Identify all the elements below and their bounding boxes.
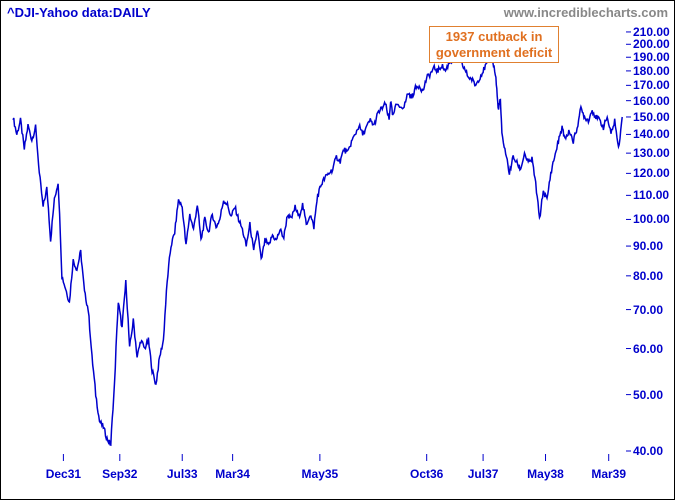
chart-svg <box>1 1 675 500</box>
y-tick-label: 90.00 <box>633 239 663 253</box>
chart-container: ^DJI-Yahoo data:DAILY www.incrediblechar… <box>0 0 675 500</box>
x-tick-label: Mar34 <box>215 467 250 481</box>
callout-line2: government deficit <box>436 45 552 60</box>
y-tick-label: 100.00 <box>633 212 670 226</box>
y-tick-label: 160.00 <box>633 94 670 108</box>
y-tick-label: 130.00 <box>633 146 670 160</box>
y-tick-label: 80.00 <box>633 269 663 283</box>
x-tick-label: May38 <box>527 467 564 481</box>
y-tick-label: 140.00 <box>633 127 670 141</box>
x-tick-label: Jul37 <box>468 467 499 481</box>
y-tick-label: 50.00 <box>633 388 663 402</box>
callout-line1: 1937 cutback in <box>446 29 543 44</box>
y-tick-label: 170.00 <box>633 78 670 92</box>
y-tick-label: 110.00 <box>633 188 669 202</box>
x-tick-label: Mar39 <box>591 467 626 481</box>
y-tick-label: 180.00 <box>633 64 670 78</box>
annotation-callout: 1937 cutback in government deficit <box>429 26 559 63</box>
y-tick-label: 40.00 <box>633 444 663 458</box>
y-tick-label: 190.00 <box>633 50 670 64</box>
y-tick-label: 200.00 <box>633 37 670 51</box>
x-tick-label: Sep32 <box>102 467 137 481</box>
plot-area <box>1 1 674 499</box>
y-tick-label: 70.00 <box>633 303 663 317</box>
x-tick-label: May35 <box>302 467 339 481</box>
x-tick-label: Dec31 <box>46 467 81 481</box>
x-tick-label: Jul33 <box>167 467 198 481</box>
y-tick-label: 210.00 <box>633 25 670 39</box>
y-tick-label: 150.00 <box>633 110 670 124</box>
price-line <box>13 50 622 445</box>
x-tick-label: Oct36 <box>410 467 443 481</box>
y-tick-label: 60.00 <box>633 342 663 356</box>
y-tick-label: 120.00 <box>633 166 670 180</box>
